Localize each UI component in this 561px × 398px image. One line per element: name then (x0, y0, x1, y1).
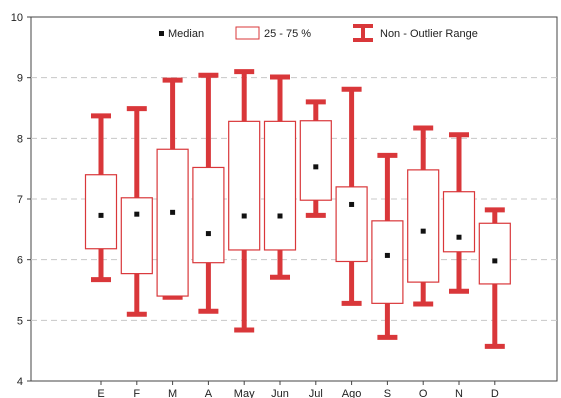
x-tick-label: F (133, 388, 140, 398)
median-marker (134, 211, 140, 217)
iqr-box (263, 120, 297, 251)
legend: Median 25 - 75 % Non - Outlier Range (159, 24, 478, 42)
iqr-box (299, 120, 332, 201)
median-marker (277, 213, 283, 219)
y-tick-label: 8 (17, 133, 23, 145)
median-marker (420, 228, 426, 234)
legend-median-label: Median (168, 28, 204, 40)
box-Jul (299, 99, 332, 218)
median-marker (170, 209, 176, 215)
iqr-box (478, 222, 511, 285)
legend-whisker-marker (353, 24, 373, 42)
box-Jun (263, 74, 297, 280)
x-tick-label: May (234, 388, 255, 398)
median-marker (456, 234, 462, 240)
box-May (228, 69, 261, 333)
median-marker (492, 258, 498, 264)
iqr-box (371, 220, 404, 304)
box-E (84, 113, 118, 283)
x-tick-label: M (168, 388, 177, 398)
iqr-box (156, 148, 189, 297)
median-marker (205, 231, 211, 237)
box-O (407, 125, 440, 307)
legend-box-label: 25 - 75 % (264, 28, 311, 40)
x-tick-label: Jun (271, 388, 289, 398)
y-tick-label: 10 (11, 12, 23, 24)
box-F (120, 106, 153, 317)
box-D (478, 207, 511, 349)
y-tick-label: 9 (17, 73, 23, 85)
iqr-box (335, 186, 368, 263)
x-axis-ticks: E F M A May Jun Jul Ago S O N D (97, 381, 499, 398)
median-marker (241, 213, 247, 219)
y-axis-ticks: 4 5 6 7 8 9 10 (11, 12, 31, 388)
x-tick-label: Ago (342, 388, 362, 398)
legend-box-marker (235, 26, 260, 40)
x-tick-label: E (97, 388, 104, 398)
y-tick-label: 7 (17, 194, 23, 206)
y-tick-label: 4 (17, 376, 23, 388)
iqr-box (192, 166, 225, 264)
iqr-box (84, 174, 118, 250)
x-tick-label: Jul (309, 388, 323, 398)
box-M (156, 77, 189, 300)
box-Ago (335, 86, 368, 306)
y-tick-label: 5 (17, 315, 23, 327)
box-S (371, 152, 404, 340)
box-series (84, 69, 511, 349)
iqr-box (442, 191, 476, 253)
iqr-box (120, 197, 153, 275)
median-marker (384, 252, 390, 258)
x-tick-label: N (455, 388, 463, 398)
box-A (192, 72, 225, 314)
box-N (442, 132, 476, 294)
legend-whisker-label: Non - Outlier Range (380, 28, 478, 40)
median-marker (313, 164, 319, 170)
y-tick-label: 6 (17, 255, 23, 267)
median-marker (98, 212, 104, 218)
iqr-box (407, 169, 440, 283)
x-tick-label: S (384, 388, 391, 398)
x-tick-label: O (419, 388, 428, 398)
median-marker (349, 201, 355, 207)
legend-median-marker (159, 31, 164, 36)
iqr-box (228, 120, 261, 251)
x-tick-label: A (205, 388, 213, 398)
x-tick-label: D (491, 388, 499, 398)
